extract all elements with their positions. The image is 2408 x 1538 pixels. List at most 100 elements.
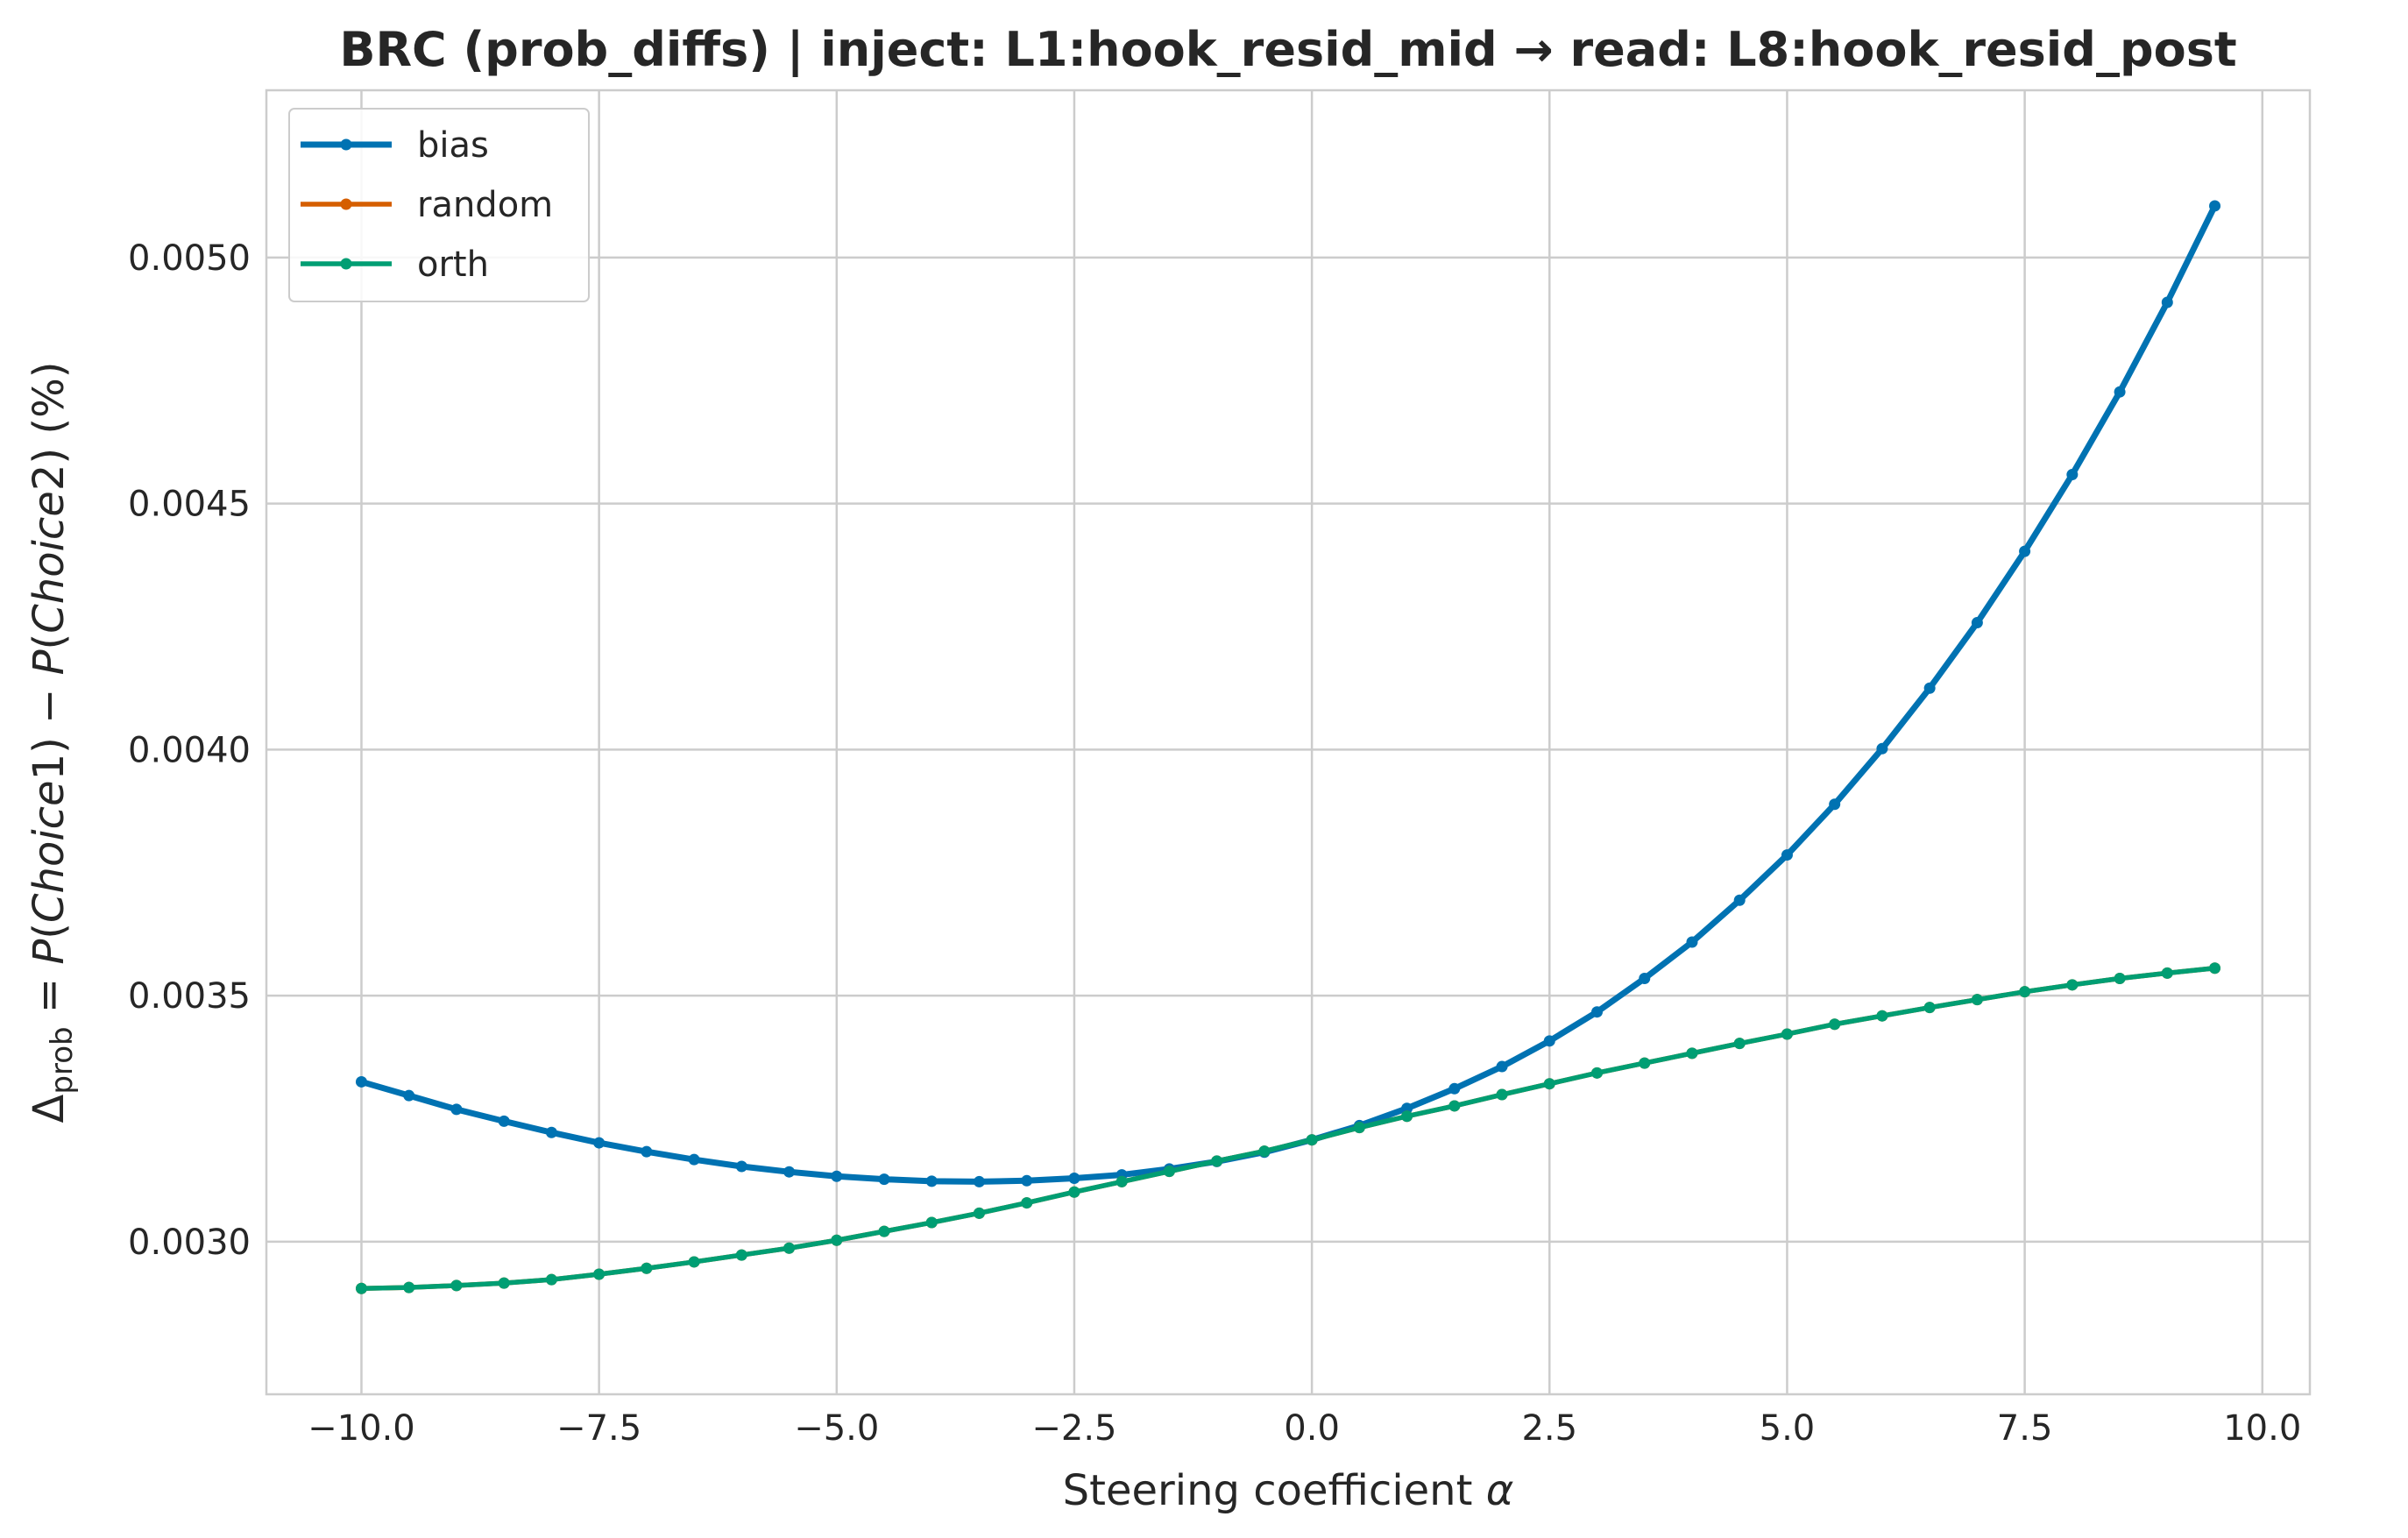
data-point-orth (783, 1242, 796, 1254)
legend-items: bias random orth (301, 125, 553, 285)
legend-item-orth: orth (301, 245, 489, 285)
data-point-bias (2209, 200, 2221, 212)
y-label-num2: 2 (25, 464, 74, 492)
y-label-unit: (%) (25, 362, 74, 448)
data-point-orth (1306, 1134, 1318, 1146)
x-tick-label: −5.0 (794, 1408, 879, 1449)
data-point-bias (498, 1115, 510, 1127)
data-point-bias (925, 1175, 938, 1187)
y-label-close1: ) (25, 737, 74, 754)
legend-swatch-marker (340, 258, 352, 270)
data-point-orth (973, 1207, 985, 1219)
data-point-orth (1115, 1175, 1128, 1187)
x-tick-label: 2.5 (1521, 1408, 1577, 1449)
data-point-orth (1733, 1038, 1746, 1050)
y-label-delta: Δ (25, 1094, 74, 1123)
data-point-bias (403, 1089, 415, 1102)
data-point-orth (1211, 1155, 1223, 1167)
x-axis-label: Steering coefficient α (1063, 1466, 1514, 1515)
data-point-bias (1876, 742, 1888, 755)
data-point-orth (1543, 1078, 1555, 1090)
data-point-orth (1068, 1186, 1080, 1198)
series-group (355, 200, 2221, 1294)
data-point-orth (641, 1262, 653, 1274)
data-point-orth (1971, 994, 1983, 1006)
y-tick-label: 0.0045 (128, 485, 251, 525)
data-point-bias (1496, 1060, 1508, 1073)
data-point-orth (1686, 1047, 1698, 1060)
data-point-bias (1591, 1006, 1604, 1018)
data-point-bias (1068, 1172, 1080, 1184)
y-label-p2: P (25, 649, 74, 675)
x-tick-label: 0.0 (1284, 1408, 1340, 1449)
data-point-orth (403, 1281, 415, 1293)
x-tick-label: 7.5 (1997, 1408, 2053, 1449)
data-point-orth (1163, 1166, 1175, 1178)
legend-box (288, 108, 590, 302)
legend-item-bias: bias (301, 125, 489, 166)
x-tick-label: 10.0 (2223, 1408, 2301, 1449)
data-point-bias (735, 1160, 747, 1173)
y-label-sub: prob (45, 1026, 80, 1094)
data-point-bias (1401, 1102, 1413, 1115)
data-point-orth (1876, 1010, 1888, 1022)
data-point-bias (1829, 798, 1841, 811)
data-point-bias (1686, 936, 1698, 948)
data-point-orth (1591, 1067, 1604, 1079)
legend: bias random orth (288, 108, 590, 302)
data-point-orth (450, 1279, 463, 1292)
x-tick-label: 5.0 (1760, 1408, 1816, 1449)
data-point-bias (688, 1153, 700, 1166)
data-point-bias (450, 1103, 463, 1116)
data-point-bias (1543, 1035, 1555, 1047)
data-point-orth (1829, 1018, 1841, 1031)
data-point-orth (1639, 1057, 1651, 1069)
y-tick-label: 0.0030 (128, 1223, 251, 1263)
data-point-bias (355, 1075, 367, 1088)
y-tick-labels: 0.0030 0.0035 0.0040 0.0045 0.0050 (128, 238, 251, 1263)
data-point-orth (878, 1225, 890, 1237)
x-axis-label-symbol: α (1486, 1466, 1514, 1515)
data-point-orth (545, 1273, 557, 1286)
data-point-orth (1021, 1197, 1033, 1209)
y-label-open2: ( (25, 634, 74, 650)
data-point-orth (735, 1249, 747, 1261)
legend-swatch-marker (340, 138, 352, 151)
data-point-orth (2019, 986, 2031, 998)
data-point-bias (1639, 973, 1651, 985)
plot-frame (265, 89, 2312, 1396)
data-point-bias (1923, 682, 1936, 694)
y-label-choice1: Choice (25, 780, 74, 923)
legend-item-random: random (301, 185, 553, 225)
data-point-orth (355, 1282, 367, 1294)
y-label-p1: P (25, 939, 74, 965)
data-point-bias (1021, 1174, 1033, 1187)
chart-title: BRC (prob_diffs) | inject: L1:hook_resid… (339, 22, 2236, 77)
data-point-orth (593, 1268, 606, 1280)
x-tick-label: −7.5 (556, 1408, 641, 1449)
data-point-bias (2066, 469, 2079, 481)
data-point-orth (2114, 973, 2126, 985)
y-label-minus: − (25, 675, 74, 737)
x-tick-labels: −10.0 −7.5 −5.0 −2.5 0.0 2.5 5.0 7.5 10.0 (308, 1408, 2301, 1449)
data-point-orth (498, 1277, 510, 1289)
legend-label: bias (417, 125, 489, 166)
y-tick-label: 0.0050 (128, 238, 251, 279)
data-point-orth (1353, 1122, 1365, 1134)
grid (266, 90, 2310, 1394)
legend-label: random (417, 185, 553, 225)
y-label-equals: = (25, 965, 74, 1027)
data-point-bias (1781, 849, 1793, 861)
y-label-choice2: Choice (25, 491, 74, 634)
y-axis-label: Δprob = P(Choice1) − P(Choice2) (%) (25, 362, 80, 1123)
series-orth (355, 962, 2221, 1294)
x-tick-label: −10.0 (308, 1408, 415, 1449)
legend-label: orth (417, 245, 489, 285)
data-point-orth (925, 1216, 938, 1229)
data-point-bias (973, 1175, 985, 1187)
data-point-orth (2209, 962, 2221, 975)
data-point-orth (688, 1256, 700, 1268)
series-line-orth (358, 965, 2218, 1292)
data-point-orth (1258, 1145, 1271, 1158)
